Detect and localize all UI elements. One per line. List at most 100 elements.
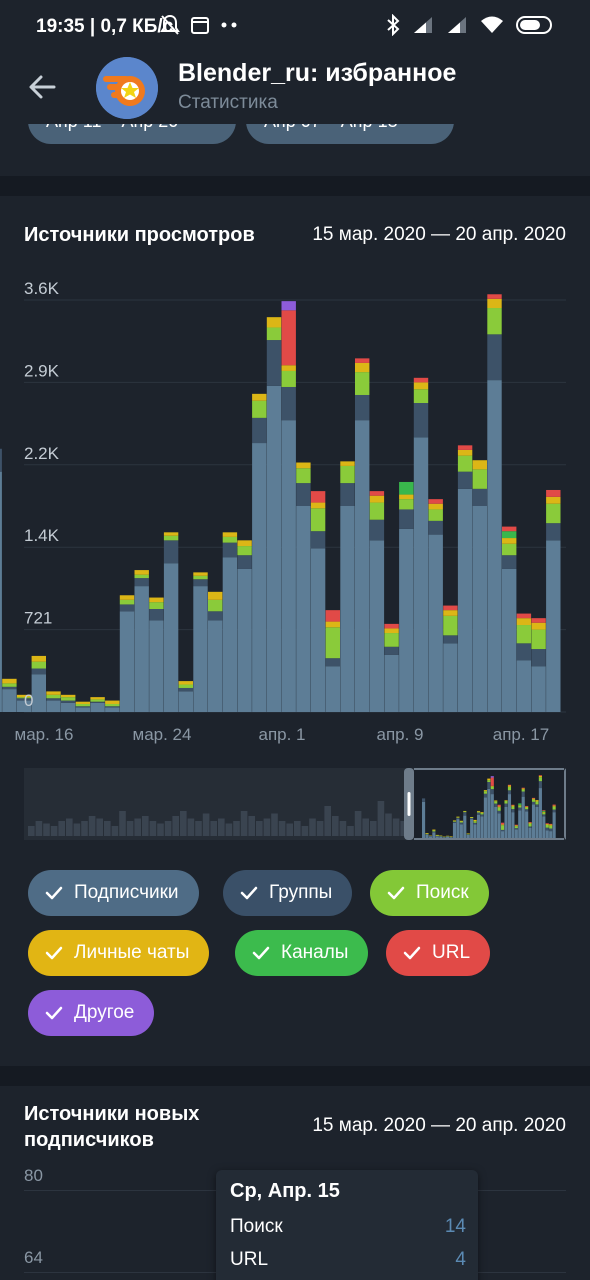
minimap-bar-segment	[528, 822, 532, 824]
minimap-bar-segment	[442, 837, 446, 838]
bar-segment	[75, 707, 91, 712]
bar-segment	[355, 394, 370, 421]
minimap-bar-segment	[459, 821, 463, 823]
card-title: Источники новых подписчиков	[24, 1103, 200, 1151]
bar-segment	[61, 702, 76, 712]
bar-segment	[16, 694, 32, 698]
minimap-bar-segment	[511, 812, 515, 838]
bar-segment	[502, 568, 517, 712]
bar-segment	[487, 334, 502, 381]
bar-segment	[531, 649, 546, 667]
bar-segment	[296, 506, 311, 712]
bar-segment	[369, 519, 385, 541]
tooltip-row-value: 4	[455, 1249, 466, 1270]
bar-segment	[428, 503, 443, 510]
period-chip[interactable]: Апр 07 – Апр 13	[246, 124, 454, 144]
bar-segment	[369, 502, 385, 520]
bar-segment	[193, 586, 208, 712]
bar-segment	[310, 548, 326, 712]
minimap-bar-segment	[501, 829, 505, 832]
filter-chip-subscribers[interactable]: Подписчики	[28, 870, 199, 916]
minimap-bar	[58, 821, 65, 836]
period-chip[interactable]: Апр 11 – Апр 20	[28, 124, 236, 144]
minimap-bar-segment	[552, 812, 556, 838]
minimap-bar-segment	[452, 821, 457, 823]
filter-chip-channels[interactable]: Каналы	[235, 930, 369, 976]
bar-segment	[178, 687, 193, 692]
chart-range-selector[interactable]	[24, 768, 566, 840]
views-chart[interactable]: 0 721 1.4K 2.2K 2.9K 3.6K мар. 16 мар. 24 апр. 1…	[0, 266, 590, 756]
filter-chip-search[interactable]: Поиск	[370, 870, 489, 916]
minimap-window-border	[414, 838, 564, 840]
minimap-bar-segment	[504, 800, 508, 804]
minimap-bar	[210, 821, 217, 836]
filter-chip-url[interactable]: URL	[386, 930, 491, 976]
bar-segment	[119, 599, 135, 605]
bar-segment	[2, 678, 17, 684]
minimap-handle-right[interactable]	[564, 768, 566, 840]
blender-logo-icon	[96, 57, 158, 119]
x-tick-label: апр. 1	[258, 725, 305, 744]
y-tick-label: 0	[24, 691, 33, 710]
minimap-bar-segment	[432, 830, 436, 832]
minimap-bar	[134, 818, 141, 836]
bar-segment	[281, 365, 296, 371]
tooltip-row-label: URL	[230, 1249, 269, 1270]
bar-segment	[90, 699, 105, 702]
bar-segment	[310, 508, 326, 532]
minimap-bar	[66, 818, 73, 836]
check-icon	[403, 946, 421, 960]
minimap-bar-segment	[549, 828, 553, 832]
bar-segment	[149, 620, 164, 712]
minimap-bar-segment	[470, 819, 474, 838]
minimap-bar-segment	[473, 819, 477, 822]
minimap-bar-segment	[490, 777, 494, 786]
bar-segment	[31, 661, 46, 669]
bar-segment	[134, 586, 149, 712]
bar-segment	[384, 646, 399, 655]
minimap-bar	[218, 818, 225, 836]
channel-avatar[interactable]	[96, 57, 158, 119]
minimap-bar-segment	[476, 812, 481, 815]
filter-chip-other[interactable]: Другое	[28, 990, 155, 1036]
bar-segment	[0, 471, 2, 712]
filter-chip-groups[interactable]: Группы	[223, 870, 353, 916]
bar-segment	[310, 491, 326, 503]
bar-segment	[369, 491, 385, 496]
bar-segment	[384, 654, 399, 712]
minimap-bar-segment	[531, 804, 536, 838]
bar-segment	[281, 370, 296, 387]
bar-segment	[119, 595, 135, 600]
minimap-bar	[377, 801, 385, 836]
minimap-bar-segment	[452, 822, 457, 838]
bar-segment	[2, 683, 17, 687]
filter-chip-private-chats[interactable]: Личные чаты	[28, 930, 210, 976]
bar-segment	[237, 555, 252, 569]
minimap-bar-segment	[435, 834, 439, 836]
minimap-bar-segment	[449, 837, 453, 838]
bar-segment	[487, 380, 502, 712]
minimap-bar	[278, 821, 286, 836]
bar-segment	[399, 494, 414, 500]
bar-segment	[31, 668, 46, 675]
bar-segment	[531, 618, 546, 623]
bar-segment	[516, 660, 532, 712]
minimap-bar-segment	[439, 836, 443, 838]
bar-segment	[384, 628, 399, 634]
minimap-bar-segment	[463, 810, 467, 812]
bar-segment	[399, 528, 414, 712]
arrow-left-icon[interactable]	[26, 70, 60, 104]
minimap-bar-segment	[514, 825, 518, 827]
bar-segment	[266, 317, 282, 328]
bar-segment	[502, 526, 517, 532]
minimap-bar	[354, 811, 362, 836]
check-icon	[45, 1006, 63, 1020]
check-icon	[387, 886, 405, 900]
minimap-bar-segment	[456, 819, 460, 838]
minimap-bar-segment	[459, 822, 463, 825]
minimap-bar-segment	[535, 807, 539, 838]
bar-segment	[457, 488, 473, 712]
check-icon	[252, 946, 270, 960]
minimap-bar-segment	[456, 817, 460, 818]
minimap-bar-segment	[497, 804, 501, 807]
